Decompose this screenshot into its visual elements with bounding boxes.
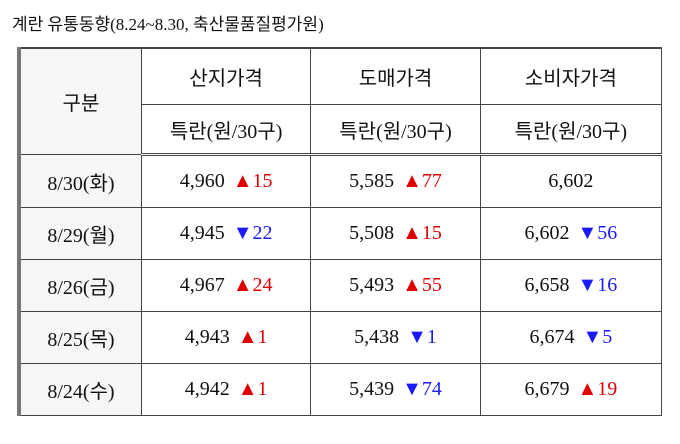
date-cell: 8/25(목) [18, 311, 142, 364]
price-cell: 5,438 ▼1 [310, 311, 481, 364]
change-value: 24 [252, 274, 273, 296]
change: ▲15 [233, 170, 273, 192]
price-cell: 5,493 ▲55 [310, 259, 481, 312]
change: ▲15 [402, 222, 442, 244]
change-value: 15 [421, 222, 442, 244]
price-cell: 4,942 ▲1 [140, 363, 312, 416]
price: 5,508 [349, 222, 395, 244]
price-cell: 4,967 ▲24 [140, 259, 312, 312]
header-cell: 도매가격 [310, 47, 481, 105]
subheader-cell: 특란(원/30구) [310, 104, 481, 156]
change-value: 74 [421, 378, 442, 400]
price: 5,438 [354, 326, 400, 348]
change-arrow: ▲ [232, 170, 253, 192]
change: ▼16 [577, 274, 617, 296]
change-arrow: ▲ [237, 378, 258, 400]
change: ▼74 [402, 378, 442, 400]
change: ▼56 [577, 222, 617, 244]
price: 6,674 [529, 326, 575, 348]
subheader-cell: 특란(원/30구) [479, 104, 663, 156]
price-cell: 4,943 ▲1 [140, 311, 312, 364]
price: 6,679 [524, 378, 570, 400]
change-arrow: ▼ [577, 222, 598, 244]
change-value: 1 [257, 378, 268, 400]
price-cell: 6,679 ▲19 [479, 363, 663, 416]
change-value: 77 [421, 170, 442, 192]
price: 6,602 [548, 170, 594, 192]
price-cell: 6,674 ▼5 [479, 311, 663, 364]
price: 5,585 [349, 170, 395, 192]
change-arrow: ▲ [577, 378, 598, 400]
header-cell: 소비자가격 [479, 47, 663, 105]
price: 6,658 [524, 274, 570, 296]
change: ▲55 [402, 274, 442, 296]
change-arrow: ▼ [407, 326, 427, 348]
change-arrow: ▲ [237, 326, 258, 348]
price: 4,967 [179, 274, 225, 296]
change: ▲1 [238, 326, 268, 348]
header-cell: 산지가격 [140, 47, 312, 105]
change-value: 1 [257, 326, 268, 348]
change-arrow: ▲ [402, 222, 422, 244]
data-row: 8/29(월) 4,945 ▼22 5,508 ▲15 6,602 ▼56 [18, 207, 663, 260]
subheader-cell: 특란(원/30구) [140, 104, 312, 156]
price-cell: 6,602 [479, 154, 663, 208]
date-cell: 8/24(수) [18, 363, 142, 416]
price-cell: 5,585 ▲77 [310, 154, 481, 208]
price: 5,439 [349, 378, 395, 400]
change-arrow: ▼ [577, 274, 598, 296]
price: 5,493 [349, 274, 395, 296]
change: ▲19 [577, 378, 617, 400]
change-value: 22 [252, 222, 273, 244]
change-value: 5 [602, 326, 613, 348]
price-cell: 4,945 ▼22 [140, 207, 312, 260]
date-cell: 8/26(금) [18, 259, 142, 312]
change-value: 16 [597, 274, 618, 296]
title: 계란 유통동향(8.24~8.30, 축산물품질평가원) [12, 15, 324, 34]
header-row: 구분 산지가격 도매가격 소비자가격 [18, 47, 663, 155]
change-value: 1 [426, 326, 437, 348]
change-arrow: ▲ [402, 274, 422, 296]
price-cell: 6,602 ▼56 [479, 207, 663, 260]
change: ▲24 [233, 274, 273, 296]
price-cell: 5,508 ▲15 [310, 207, 481, 260]
change-value: 15 [252, 170, 273, 192]
date-cell: 8/30(화) [18, 154, 142, 208]
change-value: 55 [421, 274, 442, 296]
change-arrow: ▼ [402, 378, 422, 400]
date-cell: 8/29(월) [18, 207, 142, 260]
price-cell: 4,960 ▲15 [140, 154, 312, 208]
change-arrow: ▲ [232, 274, 253, 296]
change: ▲1 [238, 378, 268, 400]
table-body: 구분 산지가격 도매가격 소비자가격 특란(원/30구) 특란(원/30구) 특… [18, 47, 663, 416]
change-arrow: ▼ [232, 222, 253, 244]
price: 4,960 [179, 170, 225, 192]
price: 4,945 [179, 222, 225, 244]
subheader-row: 특란(원/30구) 특란(원/30구) 특란(원/30구) [19, 104, 663, 156]
header-cell: 구분 [18, 47, 142, 155]
price-cell: 5,439 ▼74 [310, 363, 481, 416]
price-cell: 6,658 ▼16 [479, 259, 663, 312]
change-arrow: ▲ [402, 170, 422, 192]
change: ▼1 [407, 326, 437, 348]
data-row: 8/30(화) 4,960 ▲15 5,585 ▲77 6,602 [18, 154, 663, 208]
change-arrow: ▼ [582, 326, 603, 348]
change: ▼5 [582, 326, 612, 348]
price-table: 구분 산지가격 도매가격 소비자가격 특란(원/30구) 특란(원/30구) 특… [17, 47, 663, 416]
change: ▼22 [233, 222, 273, 244]
price: 4,943 [184, 326, 230, 348]
data-row: 8/25(목) 4,943 ▲1 5,438 ▼1 6,674 ▼5 [18, 311, 663, 364]
price: 6,602 [524, 222, 570, 244]
data-row: 8/24(수) 4,942 ▲1 5,439 ▼74 6,679 ▲19 [18, 363, 663, 416]
change: ▲77 [402, 170, 442, 192]
change-value: 19 [597, 378, 618, 400]
price: 4,942 [184, 378, 230, 400]
change-value: 56 [597, 222, 618, 244]
data-row: 8/26(금) 4,967 ▲24 5,493 ▲55 6,658 ▼16 [18, 259, 663, 312]
